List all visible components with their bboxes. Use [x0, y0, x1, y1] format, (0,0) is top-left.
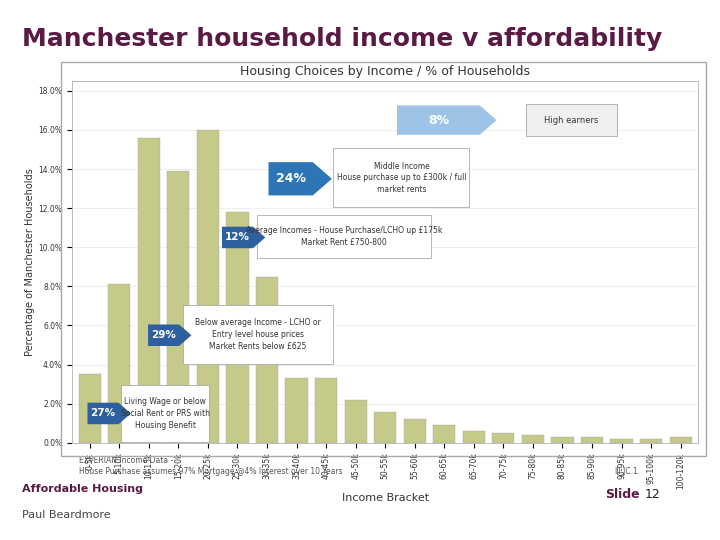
- FancyBboxPatch shape: [121, 385, 210, 442]
- Bar: [552, 437, 574, 443]
- Bar: [581, 437, 603, 443]
- Text: Manchester household income v affordability: Manchester household income v affordabil…: [22, 26, 662, 51]
- Bar: [404, 420, 426, 443]
- FancyBboxPatch shape: [256, 215, 431, 258]
- Bar: [345, 400, 366, 443]
- Bar: [433, 425, 455, 443]
- Text: Paul Beardmore: Paul Beardmore: [22, 510, 110, 521]
- Polygon shape: [88, 403, 131, 424]
- Text: EXPERIAN Income Data -: EXPERIAN Income Data -: [79, 456, 174, 465]
- Bar: [522, 435, 544, 443]
- Text: 12: 12: [644, 488, 660, 501]
- FancyBboxPatch shape: [183, 305, 333, 363]
- Bar: [492, 433, 515, 443]
- Polygon shape: [397, 105, 497, 135]
- Polygon shape: [269, 162, 332, 195]
- Bar: [197, 130, 219, 443]
- Text: Living Wage or below
Social Rent or PRS with
Housing Benefit: Living Wage or below Social Rent or PRS …: [120, 397, 210, 430]
- Polygon shape: [222, 227, 266, 248]
- Title: Housing Choices by Income / % of Households: Housing Choices by Income / % of Househo…: [240, 65, 530, 78]
- Bar: [256, 276, 278, 443]
- FancyBboxPatch shape: [333, 148, 469, 207]
- Bar: [138, 138, 160, 443]
- Text: Middle Income
House purchase up to £300k / full
market rents: Middle Income House purchase up to £300k…: [337, 161, 467, 194]
- Bar: [285, 378, 307, 443]
- Text: Slide: Slide: [605, 488, 639, 501]
- Y-axis label: Percentage of Manchester Households: Percentage of Manchester Households: [25, 168, 35, 356]
- Text: III.JC.1.: III.JC.1.: [615, 467, 641, 476]
- Bar: [78, 374, 101, 443]
- FancyBboxPatch shape: [526, 104, 617, 136]
- Text: 27%: 27%: [91, 408, 116, 418]
- Bar: [108, 285, 130, 443]
- Bar: [374, 411, 396, 443]
- Text: Average Incomes - House Purchase/LCHO up £175k
Market Rent £750-800: Average Incomes - House Purchase/LCHO up…: [246, 226, 442, 247]
- Text: House Purchase assumes 97% Mortgage @4% Interest over 10 Years: House Purchase assumes 97% Mortgage @4% …: [79, 467, 343, 476]
- Text: 24%: 24%: [276, 172, 306, 185]
- Text: 29%: 29%: [151, 330, 176, 340]
- Text: Affordable Housing: Affordable Housing: [22, 484, 143, 495]
- Polygon shape: [148, 325, 192, 346]
- Text: Below average Income - LCHO or
Entry level house prices
Market Rents below £625: Below average Income - LCHO or Entry lev…: [195, 318, 321, 350]
- Bar: [463, 431, 485, 443]
- Text: 12%: 12%: [225, 232, 250, 242]
- Bar: [226, 212, 248, 443]
- Bar: [640, 439, 662, 443]
- Text: 8%: 8%: [428, 113, 449, 126]
- Bar: [315, 378, 337, 443]
- Bar: [611, 439, 633, 443]
- Bar: [670, 437, 692, 443]
- Text: High earners: High earners: [544, 116, 598, 125]
- Bar: [167, 171, 189, 443]
- X-axis label: Income Bracket: Income Bracket: [341, 493, 429, 503]
